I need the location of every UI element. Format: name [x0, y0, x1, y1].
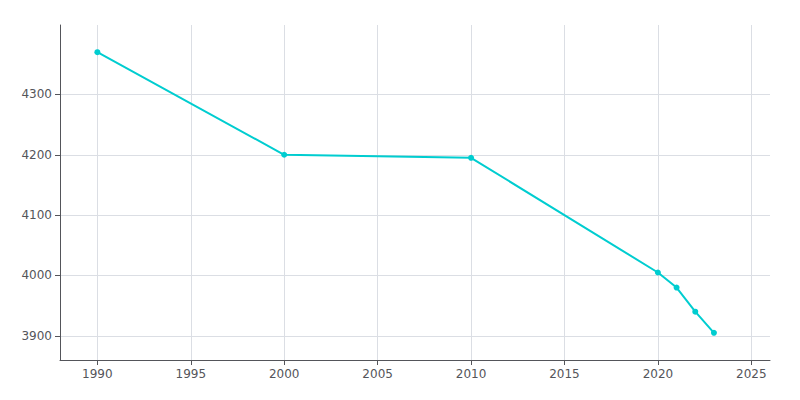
svg-text:1995: 1995	[176, 367, 207, 381]
svg-text:2010: 2010	[456, 367, 487, 381]
svg-text:1990: 1990	[82, 367, 113, 381]
svg-text:2015: 2015	[549, 367, 580, 381]
svg-text:2000: 2000	[269, 367, 300, 381]
svg-text:2025: 2025	[736, 367, 767, 381]
svg-text:3900: 3900	[21, 329, 52, 343]
svg-text:2020: 2020	[643, 367, 674, 381]
svg-text:4000: 4000	[21, 268, 52, 282]
svg-text:4200: 4200	[21, 148, 52, 162]
svg-text:4100: 4100	[21, 208, 52, 222]
svg-text:2005: 2005	[362, 367, 393, 381]
svg-text:4300: 4300	[21, 87, 52, 101]
